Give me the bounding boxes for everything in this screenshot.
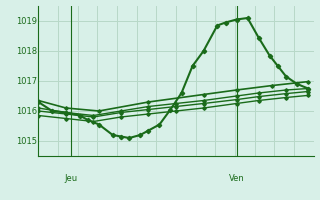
Text: Ven: Ven xyxy=(229,174,244,183)
Text: Jeu: Jeu xyxy=(65,174,78,183)
